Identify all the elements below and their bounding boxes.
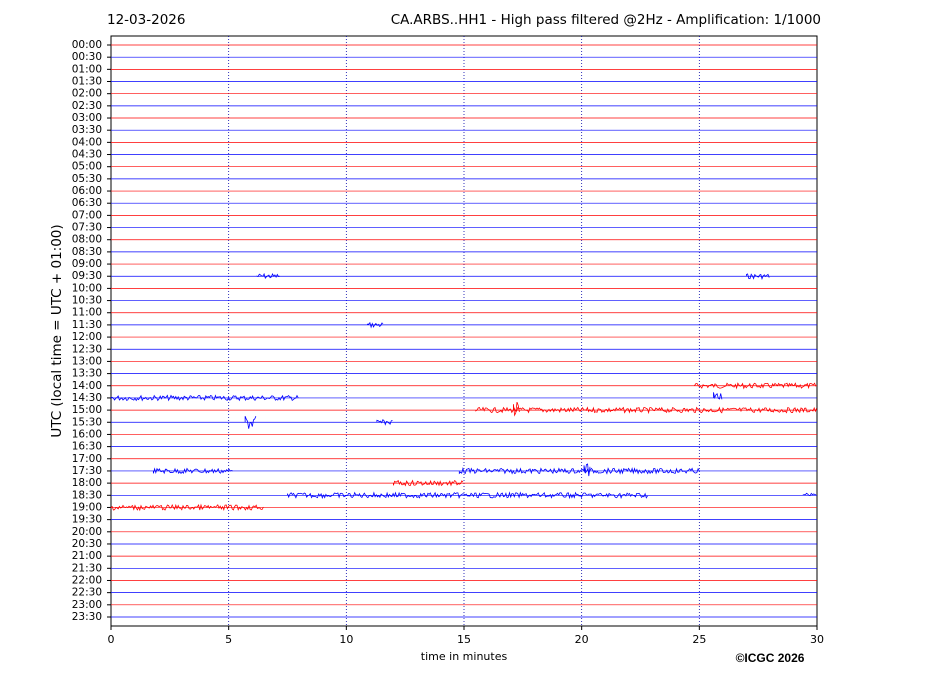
burst	[475, 406, 817, 415]
y-tick-label: 22:00	[72, 574, 102, 586]
y-tick-label: 08:30	[72, 246, 102, 258]
y-tick-label: 06:30	[72, 197, 102, 209]
burst	[256, 272, 280, 280]
x-tick-label: 25	[692, 633, 706, 646]
y-tick-label: 13:30	[72, 368, 102, 380]
y-tick-label: 02:30	[72, 100, 102, 112]
x-tick-label: 30	[810, 633, 824, 646]
burst	[583, 463, 591, 477]
burst	[376, 418, 393, 426]
x-tick-label: 5	[225, 633, 232, 646]
y-tick-label: 05:30	[72, 173, 102, 185]
y-tick-label: 04:00	[72, 136, 102, 148]
y-tick-label: 14:30	[72, 392, 102, 404]
y-tick-label: 05:00	[72, 161, 102, 173]
chart-title: CA.ARBS..HH1 - High pass filtered @2Hz -…	[391, 12, 821, 28]
burst	[713, 392, 723, 400]
y-tick-label: 12:30	[72, 343, 102, 355]
y-tick-label: 23:00	[72, 599, 102, 611]
y-tick-label: 17:30	[72, 465, 102, 477]
x-axis-label: time in minutes	[421, 650, 508, 663]
credit: ©ICGC 2026	[736, 651, 805, 665]
y-tick-label: 21:30	[72, 562, 102, 574]
burst	[802, 492, 817, 497]
y-tick-label: 08:00	[72, 234, 102, 246]
y-tick-label: 13:00	[72, 355, 102, 367]
y-tick-label: 03:30	[72, 124, 102, 136]
burst	[694, 382, 817, 390]
y-tick-label: 19:30	[72, 514, 102, 526]
y-tick-label: 15:30	[72, 416, 102, 428]
y-tick-label: 14:00	[72, 380, 102, 392]
y-tick-label: 21:00	[72, 550, 102, 562]
burst	[393, 479, 464, 487]
burst	[110, 394, 299, 402]
y-tick-label: 11:30	[72, 319, 102, 331]
y-tick-label: 16:00	[72, 428, 102, 440]
x-tick-label: 20	[575, 633, 589, 646]
y-tick-label: 10:00	[72, 282, 102, 294]
y-tick-label: 18:30	[72, 489, 102, 501]
y-axis-label: UTC (local time = UTC + 01:00)	[49, 224, 65, 437]
y-tick-label: 19:00	[72, 501, 102, 513]
y-tick-label: 01:30	[72, 76, 102, 88]
burst	[244, 416, 257, 429]
y-tick-label: 20:30	[72, 538, 102, 550]
x-tick-label: 0	[108, 633, 115, 646]
y-tick-label: 01:00	[72, 63, 102, 75]
y-tick-label: 03:00	[72, 112, 102, 124]
y-tick-label: 17:00	[72, 453, 102, 465]
burst	[746, 273, 770, 281]
y-tick-label: 11:00	[72, 307, 102, 319]
y-tick-label: 16:30	[72, 441, 102, 453]
date: 12-03-2026	[107, 12, 185, 28]
y-tick-label: 09:30	[72, 270, 102, 282]
y-tick-label: 00:30	[72, 51, 102, 63]
y-tick-label: 09:00	[72, 258, 102, 270]
y-tick-label: 12:00	[72, 331, 102, 343]
burst	[152, 467, 233, 475]
y-tick-label: 23:30	[72, 611, 102, 623]
burst	[110, 503, 264, 512]
y-tick-label: 22:30	[72, 587, 102, 599]
y-tick-label: 10:30	[72, 295, 102, 307]
burst	[367, 321, 384, 329]
burst	[287, 491, 648, 500]
burst	[458, 466, 700, 475]
y-tick-label: 07:30	[72, 222, 102, 234]
x-tick-label: 10	[339, 633, 353, 646]
y-tick-label: 04:30	[72, 149, 102, 161]
y-tick-label: 18:00	[72, 477, 102, 489]
y-tick-label: 15:00	[72, 404, 102, 416]
y-tick-label: 06:00	[72, 185, 102, 197]
y-tick-label: 02:00	[72, 88, 102, 100]
x-tick-label: 15	[457, 633, 471, 646]
burst	[513, 401, 520, 417]
y-tick-label: 00:00	[72, 39, 102, 51]
y-tick-label: 07:00	[72, 209, 102, 221]
y-tick-label: 20:00	[72, 526, 102, 538]
